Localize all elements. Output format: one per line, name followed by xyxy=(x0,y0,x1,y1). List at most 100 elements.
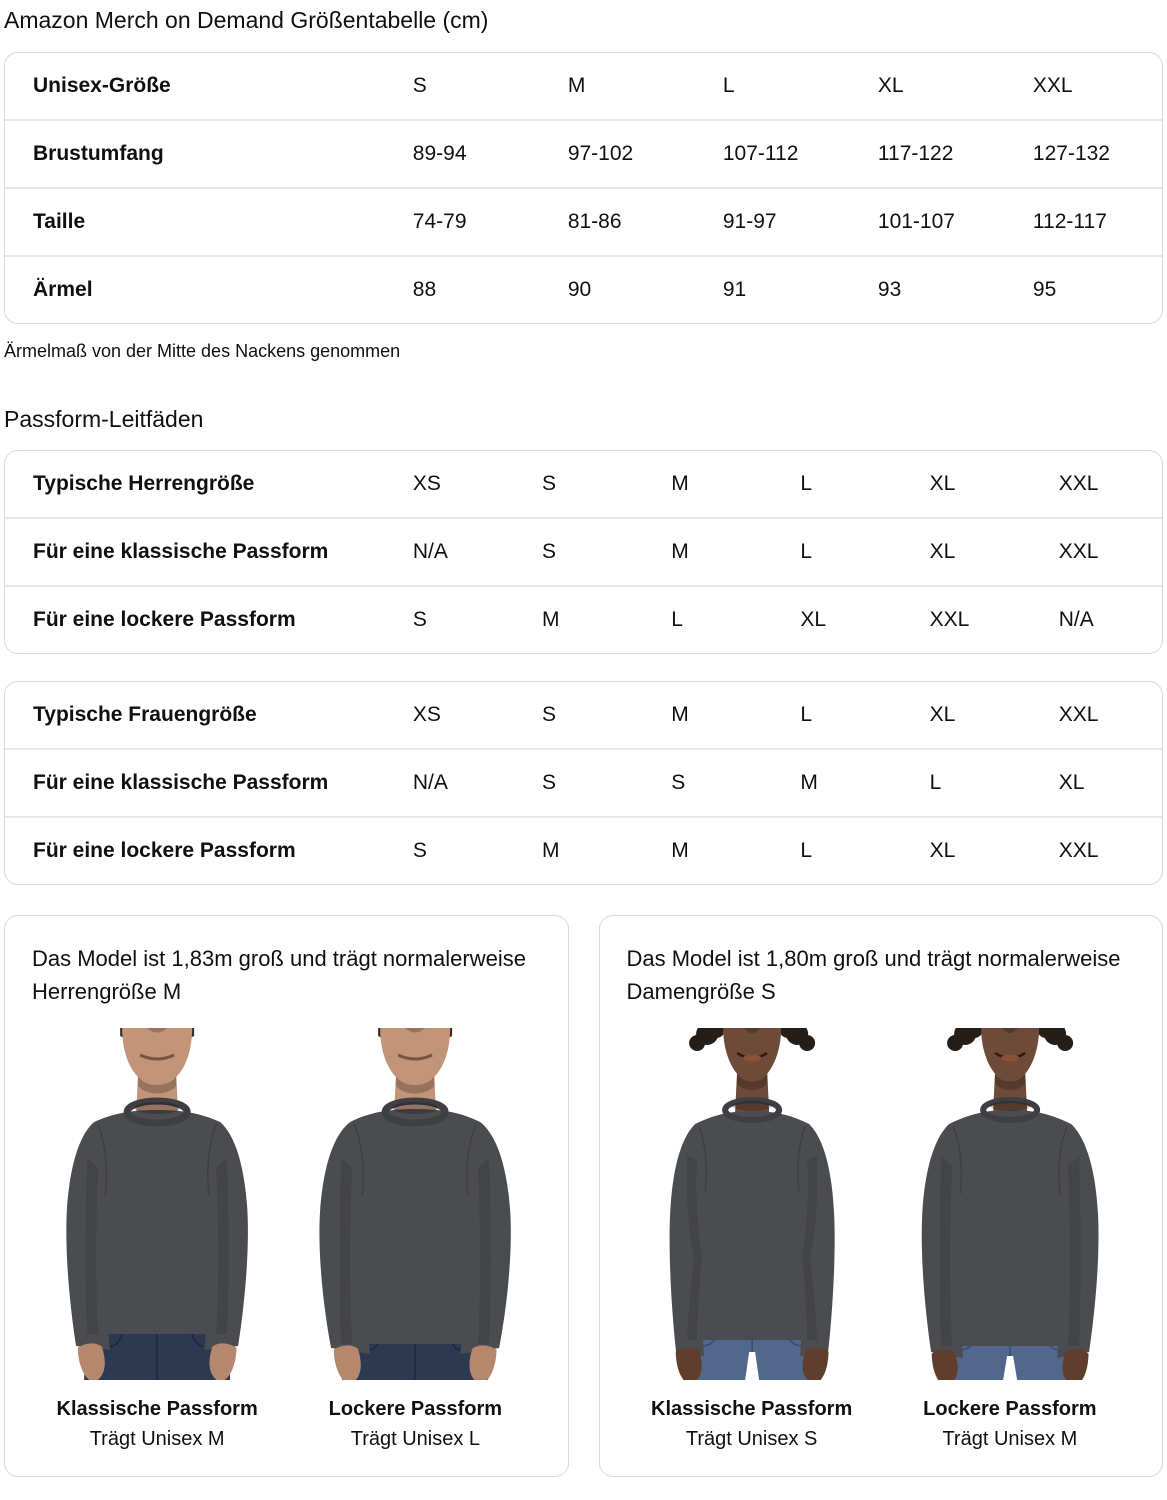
model-photo-men-loose xyxy=(290,1028,541,1380)
model-photo-women-classic xyxy=(626,1028,877,1380)
table-cell: S xyxy=(516,517,646,586)
table-cell: N/A xyxy=(386,748,516,817)
row-label: Für eine klassische Passform xyxy=(5,517,387,586)
row-label: Taille xyxy=(5,187,387,256)
row-label: Brustumfang xyxy=(5,119,387,188)
row-label: Für eine lockere Passform xyxy=(5,585,387,653)
model-photo-loose-fit: Lockere Passform Trägt Unisex M xyxy=(884,1028,1135,1454)
size-worn-label: Trägt Unisex M xyxy=(942,1428,1078,1450)
table-cell: M xyxy=(516,585,646,653)
table-cell: XL xyxy=(774,585,904,653)
table-cell: N/A xyxy=(386,517,516,586)
table-cell: 127-132 xyxy=(1006,119,1162,188)
table-cell: 117-122 xyxy=(851,119,1007,188)
fit-label: Klassische Passform xyxy=(651,1398,853,1420)
mens-fit-table: Typische Herrengröße XS S M L XL XXL Für… xyxy=(4,450,1163,654)
table-cell: L xyxy=(903,748,1033,817)
table-cell: 90 xyxy=(541,255,697,323)
table-cell: 91 xyxy=(696,255,852,323)
model-card-men: Das Model ist 1,83m groß und trägt norma… xyxy=(4,915,569,1477)
table-cell: XS xyxy=(412,703,441,726)
table-cell: S xyxy=(542,703,557,726)
table-cell: 81-86 xyxy=(541,187,697,256)
table-row: Für eine klassische Passform N/A S M L X… xyxy=(5,517,1162,586)
table-cell: XL xyxy=(1032,748,1162,817)
model-photo-classic-fit: Klassische Passform Trägt Unisex M xyxy=(32,1028,283,1454)
table-row: Brustumfang 89-94 97-102 107-112 117-122… xyxy=(5,119,1162,188)
model-photo-classic-fit: Klassische Passform Trägt Unisex S xyxy=(626,1028,877,1454)
table-cell: XL xyxy=(929,703,956,726)
table-cell: XXL xyxy=(1058,703,1099,726)
table-cell: 91-97 xyxy=(696,187,852,256)
table-cell: M xyxy=(774,748,904,817)
table-cell: S xyxy=(645,748,775,817)
unisex-size-table: Unisex-Größe S M L XL XXL Brustumfang 89… xyxy=(4,52,1163,324)
fit-label: Klassische Passform xyxy=(56,1398,258,1420)
table-cell: 97-102 xyxy=(541,119,697,188)
table-cell: S xyxy=(542,472,557,495)
fit-label: Lockere Passform xyxy=(328,1398,503,1420)
row-label: Ärmel xyxy=(5,255,387,323)
table-cell: L xyxy=(722,74,735,97)
table-cell: XXL xyxy=(903,585,1033,653)
table-cell: L xyxy=(774,816,904,884)
table-cell: 95 xyxy=(1006,255,1162,323)
table-cell: M xyxy=(645,517,775,586)
page-title: Amazon Merch on Demand Größentabelle (cm… xyxy=(4,7,489,33)
model-photo-women-loose xyxy=(884,1028,1135,1380)
table-cell: L xyxy=(645,585,775,653)
table-cell: XS xyxy=(412,472,441,495)
model-photo-loose-fit: Lockere Passform Trägt Unisex L xyxy=(290,1028,541,1454)
model-description: Das Model ist 1,83m groß und trägt norma… xyxy=(32,946,526,1004)
table-cell: XXL xyxy=(1032,816,1162,884)
table-cell: M xyxy=(645,816,775,884)
table-row: Taille 74-79 81-86 91-97 101-107 112-117 xyxy=(5,187,1162,256)
table-cell: XXL xyxy=(1032,74,1073,97)
table-cell: 101-107 xyxy=(851,187,1007,256)
womens-fit-table: Typische Frauengröße XS S M L XL XXL Für… xyxy=(4,681,1163,885)
sleeve-measure-note: Ärmelmaß von der Mitte des Nackens genom… xyxy=(4,341,401,361)
table-row: Ärmel 88 90 91 93 95 xyxy=(5,255,1162,323)
model-photo-men-classic xyxy=(32,1028,283,1380)
table-cell: L xyxy=(774,517,904,586)
fit-guides-heading: Passform-Leitfäden xyxy=(4,406,204,432)
table-cell: S xyxy=(516,748,646,817)
fit-label: Lockere Passform xyxy=(923,1398,1097,1420)
row-label: Für eine lockere Passform xyxy=(5,816,387,884)
table-cell: 112-117 xyxy=(1006,187,1162,256)
table-cell: 74-79 xyxy=(386,187,542,256)
table-cell: 89-94 xyxy=(386,119,542,188)
table-cell: XL xyxy=(903,517,1033,586)
table-row: Typische Herrengröße XS S M L XL XXL xyxy=(5,451,1162,518)
row-label: Für eine klassische Passform xyxy=(5,748,387,817)
row-label: Typische Frauengröße xyxy=(33,703,257,726)
table-cell: S xyxy=(386,585,516,653)
model-card-women: Das Model ist 1,80m groß und trägt norma… xyxy=(598,915,1163,1477)
table-cell: M xyxy=(567,74,586,97)
table-row: Für eine lockere Passform S M M L XL XXL xyxy=(5,816,1162,884)
table-cell: XL xyxy=(877,74,904,97)
row-label: Typische Herrengröße xyxy=(33,472,255,495)
table-cell: XL xyxy=(929,472,956,495)
row-label: Unisex-Größe xyxy=(33,74,171,97)
table-cell: M xyxy=(671,703,689,726)
table-row: Für eine lockere Passform S M L XL XXL N… xyxy=(5,585,1162,653)
table-cell: N/A xyxy=(1032,585,1162,653)
size-worn-label: Trägt Unisex L xyxy=(350,1428,481,1450)
table-row: Typische Frauengröße XS S M L XL XXL xyxy=(5,682,1162,749)
table-row: Unisex-Größe S M L XL XXL xyxy=(5,53,1162,120)
size-worn-label: Trägt Unisex M xyxy=(89,1428,225,1450)
table-cell: L xyxy=(800,472,813,495)
table-cell: M xyxy=(516,816,646,884)
size-worn-label: Trägt Unisex S xyxy=(685,1428,818,1450)
table-cell: 88 xyxy=(386,255,542,323)
table-row: Für eine klassische Passform N/A S S M L… xyxy=(5,748,1162,817)
table-cell: S xyxy=(412,74,427,97)
table-cell: XXL xyxy=(1032,517,1162,586)
table-cell: XXL xyxy=(1058,472,1099,495)
table-cell: 93 xyxy=(851,255,1007,323)
table-cell: L xyxy=(800,703,813,726)
model-description: Das Model ist 1,80m groß und trägt norma… xyxy=(626,946,1121,1004)
table-cell: S xyxy=(386,816,516,884)
